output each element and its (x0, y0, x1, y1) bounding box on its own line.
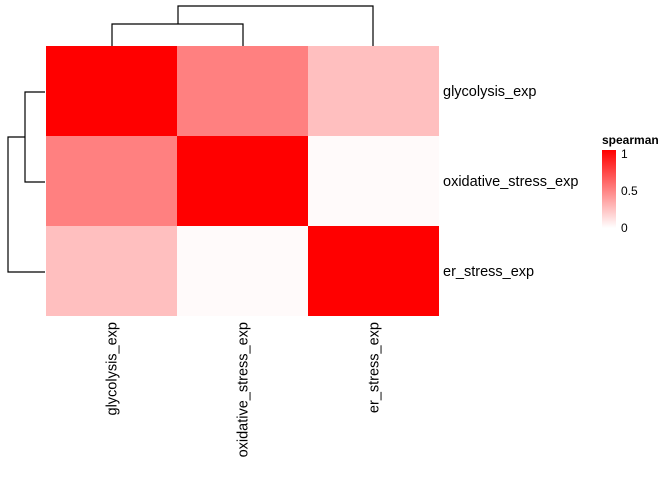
heatmap-cell-r2-c0 (46, 226, 177, 316)
column-dendrogram-branch-root (177, 5, 374, 46)
legend-title: spearman (602, 133, 659, 147)
heatmap-cell-r0-c1 (177, 46, 308, 136)
column-dendrogram (111, 5, 374, 46)
column-labels: glycolysis_exp oxidative_stress_exp er_str… (105, 322, 383, 457)
heatmap-cell-r1-c1 (177, 136, 308, 226)
legend-tick-label: 1 (621, 147, 628, 161)
heatmap-cell-r1-c2 (308, 136, 439, 226)
row-dendrogram-branch-root (7, 136, 45, 273)
row-labels: glycolysis_exp oxidative_stress_exp er_str… (443, 84, 578, 280)
legend-tick-label: 0 (621, 221, 628, 235)
heatmap-cell-r2-c1 (177, 226, 308, 316)
heatmap-cell-r0-c0 (46, 46, 177, 136)
row-label: er_stress_exp (443, 264, 534, 280)
heatmap-cell-r2-c2 (308, 226, 439, 316)
row-label: oxidative_stress_exp (443, 174, 578, 190)
column-label: oxidative_stress_exp (236, 322, 252, 457)
column-dendrogram-branch-inner (111, 23, 244, 46)
legend-color-bar (602, 150, 616, 228)
column-label: glycolysis_exp (105, 322, 121, 416)
heatmap-cell-r1-c0 (46, 136, 177, 226)
heatmap-cells (46, 46, 439, 316)
color-legend: spearman 10.50 (602, 133, 659, 235)
heatmap-cell-r0-c2 (308, 46, 439, 136)
legend-tick-label: 0.5 (621, 184, 638, 198)
row-label: glycolysis_exp (443, 84, 537, 100)
row-dendrogram-branch-inner (24, 91, 45, 183)
legend-ticks: 10.50 (616, 147, 638, 235)
row-dendrogram (7, 91, 45, 273)
column-label: er_stress_exp (367, 322, 383, 413)
